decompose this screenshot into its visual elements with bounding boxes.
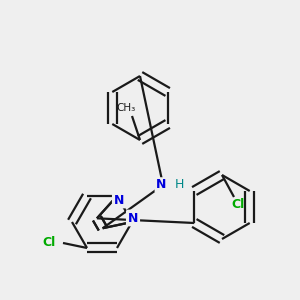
Text: N: N (114, 194, 124, 206)
Text: N: N (128, 212, 138, 224)
Text: CH₃: CH₃ (116, 103, 136, 113)
Text: H: H (174, 178, 184, 191)
Text: Cl: Cl (231, 199, 244, 212)
Text: Cl: Cl (42, 236, 56, 250)
Text: N: N (156, 178, 166, 191)
